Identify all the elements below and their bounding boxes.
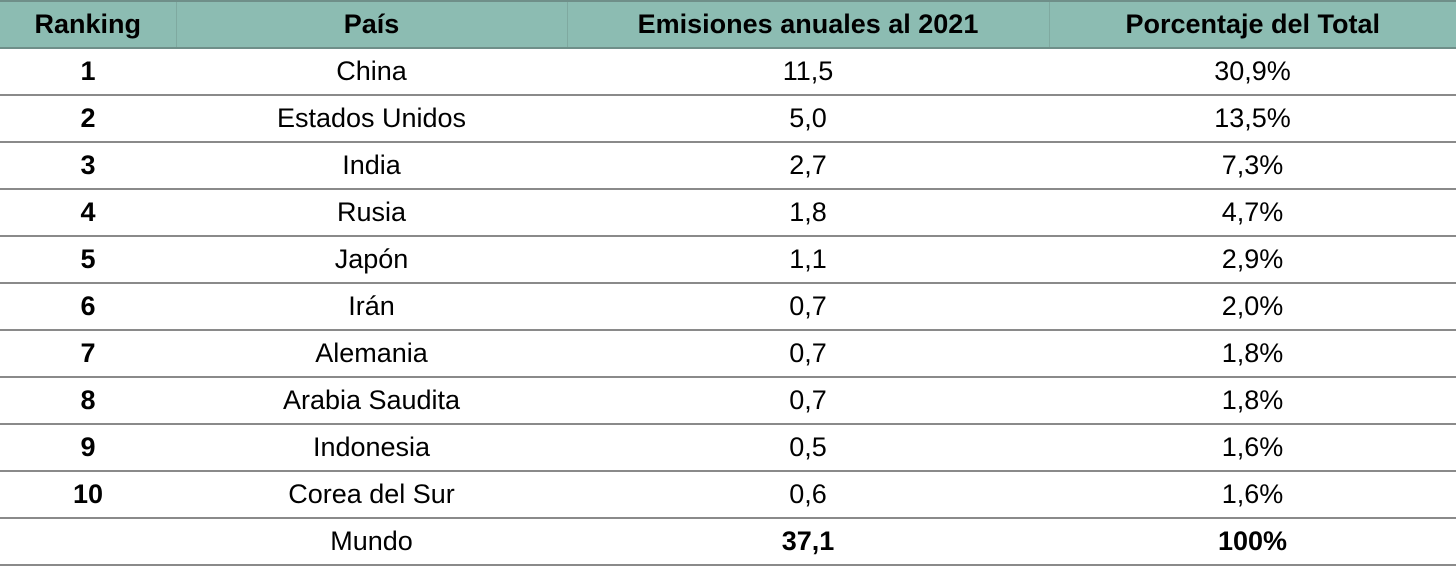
share-cell: 7,3% [1049,142,1456,190]
share-cell: 1,8% [1049,377,1456,425]
total-share-cell: 100% [1049,518,1456,566]
table-row: 8 Arabia Saudita 0,7 1,8% [0,377,1456,425]
emissions-cell: 1,8 [567,189,1049,237]
table-row: 6 Irán 0,7 2,0% [0,283,1456,331]
country-cell: Indonesia [176,424,567,472]
share-cell: 13,5% [1049,95,1456,143]
emissions-cell: 0,7 [567,283,1049,331]
total-label-cell: Mundo [176,518,567,566]
rank-cell: 6 [0,283,176,331]
header-share: Porcentaje del Total [1048,0,1456,49]
share-cell: 30,9% [1049,48,1456,96]
country-cell: Arabia Saudita [176,377,567,425]
country-cell: Rusia [176,189,567,237]
share-cell: 1,8% [1049,330,1456,378]
country-cell: Japón [176,236,567,284]
rank-cell: 2 [0,95,176,143]
rank-cell: 7 [0,330,176,378]
share-cell: 2,0% [1049,283,1456,331]
emissions-cell: 1,1 [567,236,1049,284]
emissions-cell: 11,5 [567,48,1049,96]
emissions-cell: 0,6 [567,471,1049,519]
share-cell: 1,6% [1049,471,1456,519]
emissions-cell: 0,7 [567,330,1049,378]
country-cell: Irán [176,283,567,331]
header-row: Ranking País Emisiones anuales al 2021 P… [0,0,1456,49]
rank-cell: 8 [0,377,176,425]
country-cell: Estados Unidos [176,95,567,143]
country-cell: China [176,48,567,96]
emissions-cell: 2,7 [567,142,1049,190]
emissions-cell: 0,7 [567,377,1049,425]
rank-cell: 1 [0,48,176,96]
table-row: 3 India 2,7 7,3% [0,142,1456,190]
rank-cell: 4 [0,189,176,237]
total-emissions-cell: 37,1 [567,518,1049,566]
share-cell: 1,6% [1049,424,1456,472]
country-cell: India [176,142,567,190]
emissions-cell: 0,5 [567,424,1049,472]
table-body: 1 China 11,5 30,9% 2 Estados Unidos 5,0 … [0,48,1456,566]
emissions-cell: 5,0 [567,95,1049,143]
table-row: 2 Estados Unidos 5,0 13,5% [0,95,1456,143]
table-row: 5 Japón 1,1 2,9% [0,236,1456,284]
header-country: País [175,0,567,49]
country-cell: Corea del Sur [176,471,567,519]
table-row: 1 China 11,5 30,9% [0,48,1456,96]
table-row: 10 Corea del Sur 0,6 1,6% [0,471,1456,519]
rank-cell: 3 [0,142,176,190]
table-header: Ranking País Emisiones anuales al 2021 P… [0,0,1456,49]
share-cell: 4,7% [1049,189,1456,237]
header-ranking: Ranking [0,0,176,49]
share-cell: 2,9% [1049,236,1456,284]
table-row: 4 Rusia 1,8 4,7% [0,189,1456,237]
rank-cell: 10 [0,471,176,519]
total-rank-cell [0,518,176,566]
header-emissions: Emisiones anuales al 2021 [566,0,1049,49]
table-row: 9 Indonesia 0,5 1,6% [0,424,1456,472]
table-row: 7 Alemania 0,7 1,8% [0,330,1456,378]
rank-cell: 9 [0,424,176,472]
total-row: Mundo 37,1 100% [0,518,1456,566]
rank-cell: 5 [0,236,176,284]
country-cell: Alemania [176,330,567,378]
